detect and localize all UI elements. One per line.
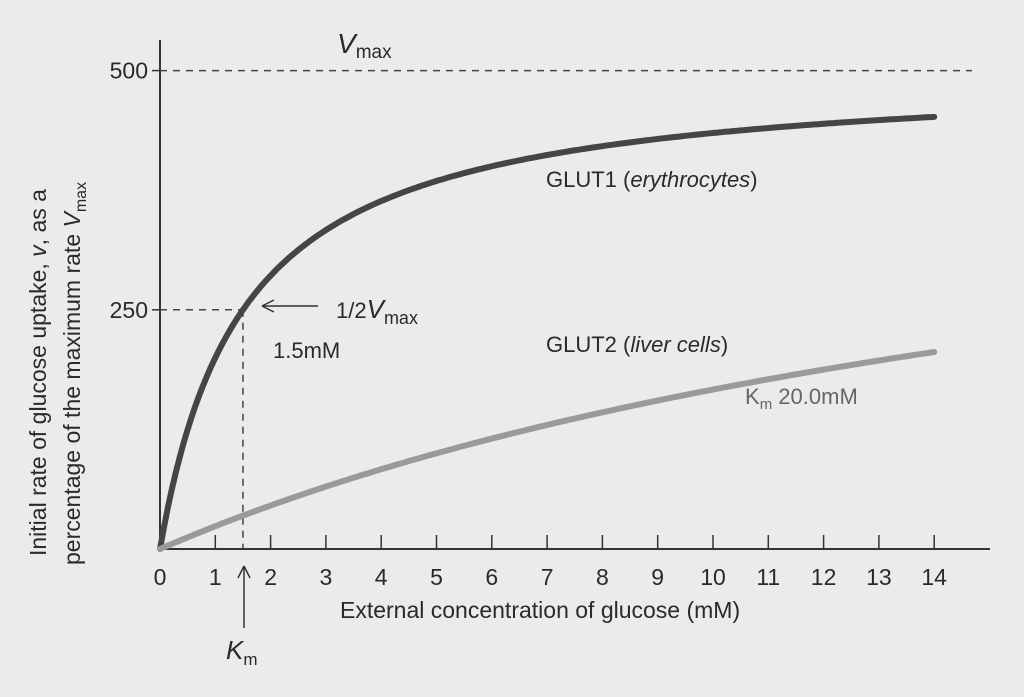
x-tick-label: 7 bbox=[541, 564, 554, 590]
series-line-glut2 bbox=[157, 349, 938, 552]
x-axis-label: External concentration of glucose (mM) bbox=[340, 597, 740, 623]
x-tick-label: 10 bbox=[700, 564, 726, 590]
x-tick-label: 4 bbox=[375, 564, 388, 590]
y-tick-label: 500 bbox=[110, 58, 148, 84]
x-tick-label: 2 bbox=[264, 564, 277, 590]
x-tick-label: 0 bbox=[154, 564, 167, 590]
series-line-glut1 bbox=[157, 113, 938, 552]
x-tick-label: 14 bbox=[921, 564, 947, 590]
km1-label: 1.5mM bbox=[273, 338, 340, 363]
half-vmax-label: 1/2Vmax bbox=[336, 294, 418, 328]
x-tick-label: 13 bbox=[866, 564, 892, 590]
x-tick-label: 3 bbox=[320, 564, 333, 590]
x-tick-label: 5 bbox=[430, 564, 443, 590]
vmax-label: Vmax bbox=[337, 28, 392, 63]
svg-text:percentage of the maximum rate: percentage of the maximum rate Vmax bbox=[59, 182, 90, 565]
km2-label: Km 20.0mM bbox=[745, 384, 858, 413]
x-tick-label: 1 bbox=[209, 564, 222, 590]
x-tick-label: 8 bbox=[596, 564, 609, 590]
y-axis-label: Initial rate of glucose uptake, v, as a … bbox=[25, 182, 90, 565]
series-label-glut2: GLUT2 (liver cells) bbox=[546, 332, 728, 357]
x-tick-label: 11 bbox=[756, 564, 780, 590]
y-tick-label: 250 bbox=[110, 297, 148, 323]
km-axis-label: Km bbox=[226, 635, 258, 669]
y-ticks: 250 500 bbox=[110, 58, 160, 323]
x-tick-label: 12 bbox=[811, 564, 837, 590]
series-label-glut1: GLUT1 (erythrocytes) bbox=[546, 167, 758, 192]
x-tick-label: 9 bbox=[651, 564, 664, 590]
km-arrow bbox=[237, 565, 251, 628]
x-tick-label: 6 bbox=[485, 564, 498, 590]
x-ticks: 0 1 2 3 4 5 6 7 8 9 10 11 12 13 14 bbox=[154, 535, 947, 590]
svg-text:Initial rate of glucose uptake: Initial rate of glucose uptake, v, as a bbox=[25, 189, 51, 556]
half-vmax-arrow bbox=[261, 299, 318, 313]
